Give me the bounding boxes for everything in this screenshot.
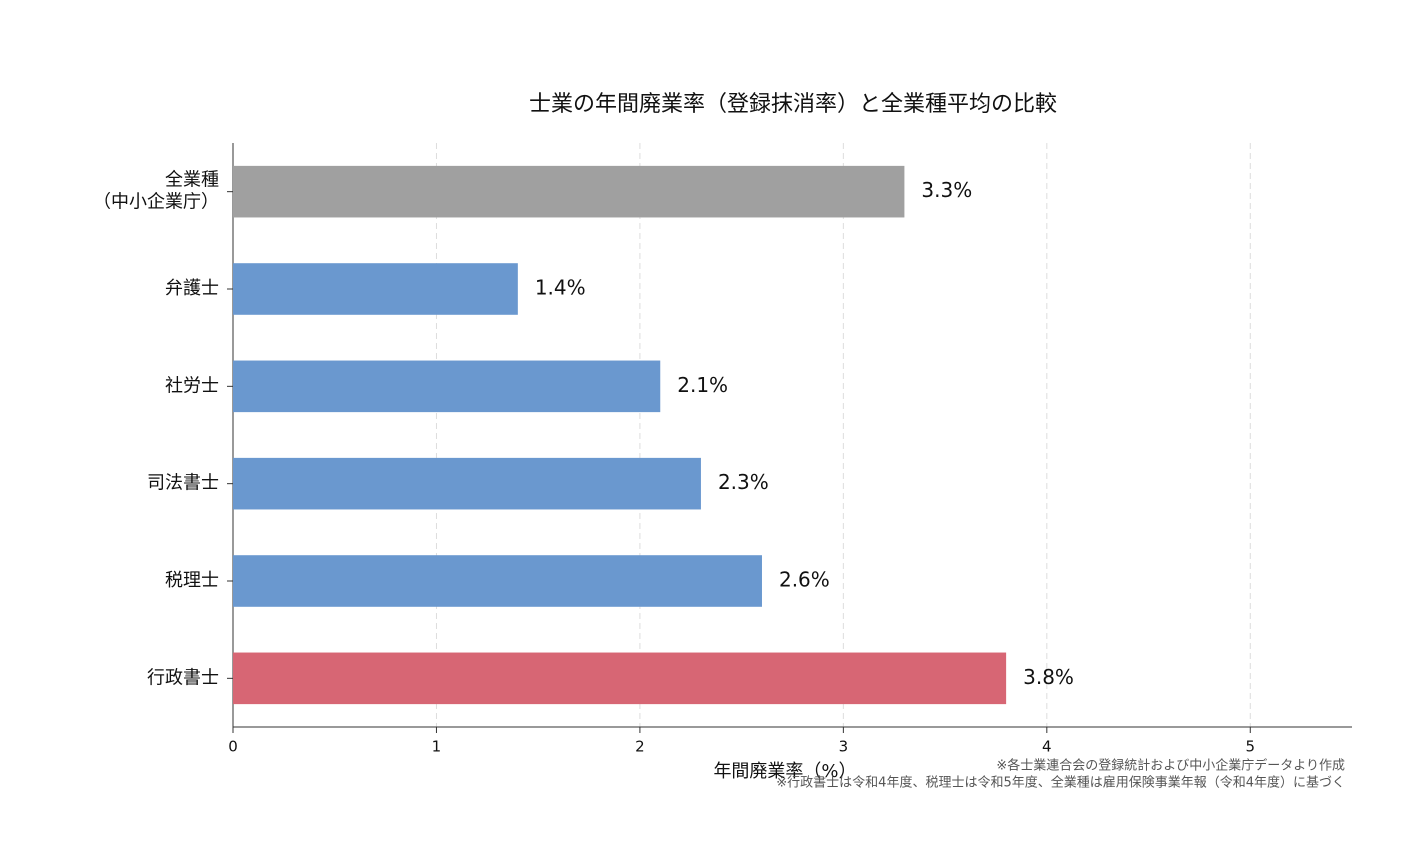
footnote: ※行政書士は令和4年度、税理士は令和5年度、全業種は雇用保険事業年報（令和4年度…	[776, 775, 1345, 791]
bar	[233, 457, 701, 510]
bar	[233, 555, 762, 607]
y-tick-label: 全業種（中小企業庁）	[93, 170, 219, 213]
bar	[233, 360, 661, 413]
x-tick-label: 1	[432, 738, 442, 756]
x-tick-label: 4	[1042, 738, 1052, 756]
value-label: 3.3%	[921, 178, 972, 202]
y-tick-label: 行政書士	[147, 667, 219, 688]
footnote: ※各士業連合会の登録統計および中小企業庁データより作成	[996, 758, 1345, 774]
bar	[233, 652, 1007, 705]
bar	[233, 263, 518, 315]
value-label: 2.1%	[677, 373, 728, 397]
chart-title: 士業の年間廃業率（登録抹消率）と全業種平均の比較	[529, 92, 1057, 117]
x-tick-label: 2	[635, 738, 645, 756]
y-tick-label: 弁護士	[165, 278, 219, 299]
y-tick-label: 社労士	[165, 375, 219, 396]
value-label: 3.8%	[1023, 665, 1074, 689]
x-tick-label: 0	[228, 738, 238, 756]
y-tick-label: 税理士	[165, 570, 219, 591]
value-label: 2.6%	[779, 568, 830, 592]
x-tick-label: 3	[839, 738, 849, 756]
value-label: 1.4%	[535, 276, 586, 300]
bar	[233, 165, 905, 218]
x-axis-label: 年間廃業率（%）	[713, 761, 856, 782]
y-tick-label: 司法書士	[147, 473, 219, 494]
x-tick-label: 5	[1245, 738, 1255, 756]
value-label: 2.3%	[718, 470, 769, 494]
